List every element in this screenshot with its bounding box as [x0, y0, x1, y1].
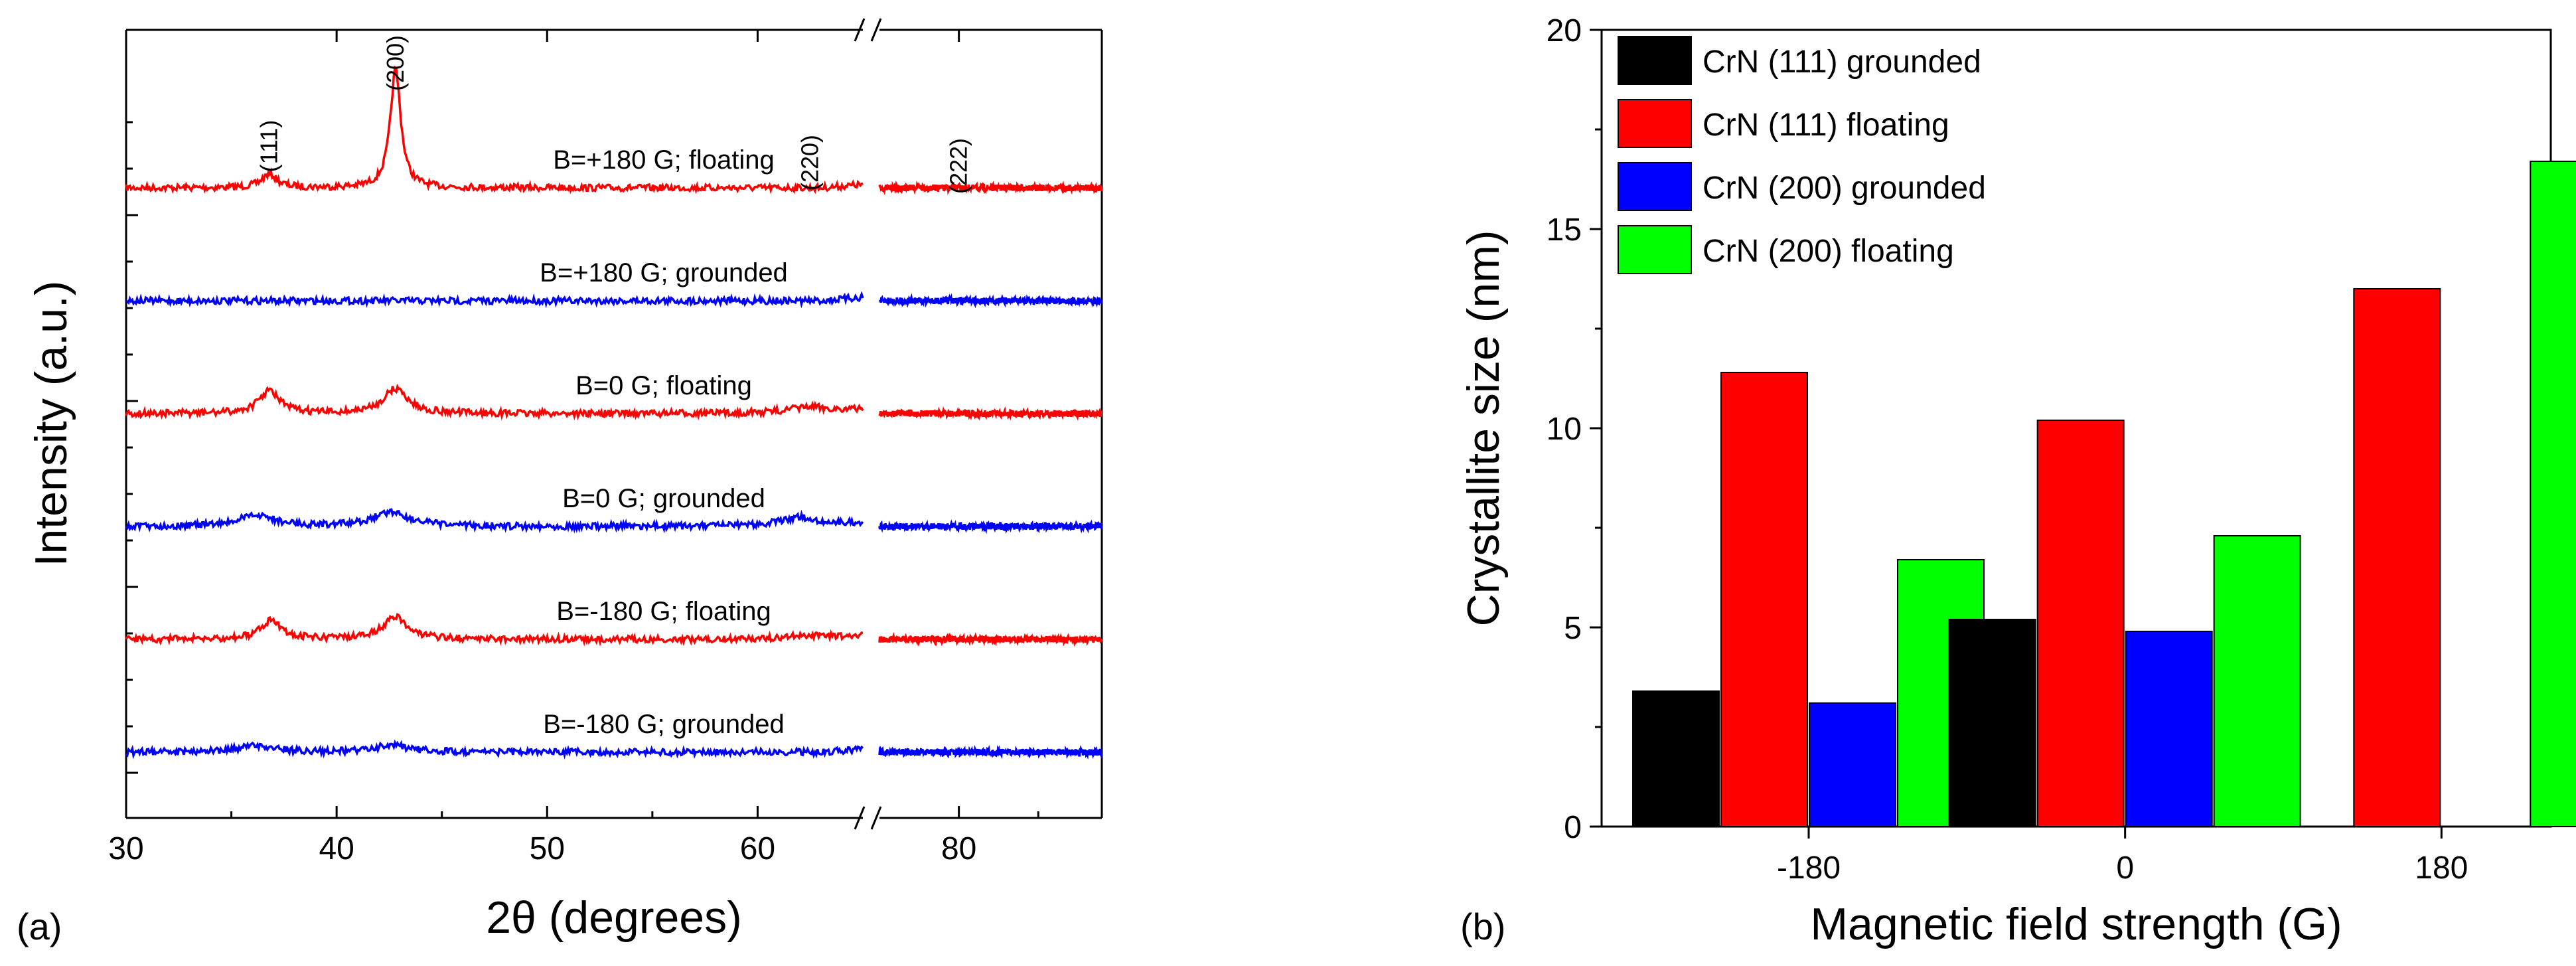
bar [2125, 631, 2213, 827]
xrd-trace-high-angle [878, 744, 1103, 760]
bar-y-tick-label: 0 [1564, 810, 1582, 845]
bar [1948, 619, 2036, 827]
legend-swatch [1618, 162, 1692, 211]
xrd-trace-main [125, 613, 864, 647]
bar-y-tick-label: 15 [1547, 212, 1582, 248]
legend-swatch [1618, 36, 1692, 85]
xrd-curve-label: B=+180 G; floating [553, 145, 775, 175]
bar-x-axis-label: Magnetic field strength (G) [1810, 899, 2342, 949]
xrd-curve-label: B=0 G; floating [575, 371, 752, 400]
xrd-panel: 30 40 50 60 80 (111) (200) (220) (222) B=+180 G… [17, 18, 1103, 947]
bar-x-tick-label: -180 [1777, 850, 1841, 886]
bar [2530, 161, 2576, 827]
xrd-axes [125, 18, 1103, 830]
xrd-trace-high-angle [878, 180, 1103, 196]
xrd-x-tick-label: 40 [319, 831, 354, 866]
bar-x-tick-label: 180 [2415, 850, 2468, 886]
bar-y-axis-label: Crystallite size (nm) [1458, 230, 1509, 627]
legend-swatch [1618, 225, 1692, 274]
legend-label: CrN (111) floating [1703, 108, 1949, 143]
xrd-x-tick-label: 50 [530, 831, 565, 866]
xrd-x-tick-label: 60 [740, 831, 775, 866]
bar [1809, 702, 1896, 827]
xrd-trace-high-angle [878, 406, 1103, 421]
bar-y-tick-label: 5 [1564, 611, 1582, 646]
xrd-y-ticks [126, 121, 138, 774]
xrd-trace-main [125, 65, 864, 195]
bar [2036, 420, 2125, 827]
xrd-curve-label: B=-180 G; floating [556, 597, 771, 626]
panel-a-tag: (a) [17, 906, 62, 947]
xrd-peak-label: (200) [382, 35, 409, 91]
xrd-trace-main [125, 383, 864, 421]
bar-series [1632, 161, 2576, 827]
xrd-trace-high-angle [878, 293, 1103, 309]
axis-break-top [854, 18, 882, 42]
xrd-peak-label: (222) [945, 138, 972, 194]
xrd-y-axis-label: Intensity (a.u.) [26, 281, 76, 567]
xrd-trace-main [125, 739, 864, 760]
legend-label: CrN (111) grounded [1703, 44, 1981, 80]
xrd-trace-high-angle [878, 631, 1103, 647]
legend-label: CrN (200) floating [1703, 234, 1954, 269]
xrd-traces [125, 65, 1103, 760]
xrd-peak-label: (220) [796, 135, 824, 191]
xrd-curve-labels: B=+180 G; floating B=+180 G; grounded B=0 … [540, 145, 788, 739]
xrd-curve-label: B=+180 G; grounded [540, 258, 788, 287]
xrd-trace-main [125, 508, 864, 534]
xrd-x-tick-label: 30 [108, 831, 143, 866]
xrd-trace-main [125, 291, 864, 309]
xrd-peak-label: (111) [256, 120, 283, 173]
xrd-x-tick-label: 80 [941, 831, 976, 866]
xrd-peak-labels: (111) (200) (220) (222) [256, 35, 972, 194]
bar-y-tick-label: 10 [1547, 412, 1582, 447]
xrd-x-ticks: 30 40 50 60 80 [108, 30, 1039, 866]
panel-b-tag: (b) [1460, 906, 1505, 947]
xrd-x-axis-label: 2θ (degrees) [486, 892, 742, 943]
xrd-trace-high-angle [878, 519, 1103, 534]
bar [1720, 372, 1808, 827]
bar-y-tick-label: 20 [1547, 13, 1582, 48]
legend-swatch [1618, 99, 1692, 148]
xrd-curve-label: B=-180 G; grounded [543, 710, 785, 739]
bar [2353, 288, 2441, 827]
bar-x-ticks: -180 0 180 [1777, 827, 2468, 886]
xrd-curve-label: B=0 G; grounded [562, 484, 765, 513]
bar [2213, 535, 2301, 827]
bar-y-ticks: 0 5 10 15 20 [1547, 13, 1602, 845]
legend-label: CrN (200) grounded [1703, 171, 1986, 206]
bar-x-tick-label: 0 [2116, 850, 2134, 886]
bar-legend: CrN (111) grounded CrN (111) floating CrN … [1618, 36, 1986, 274]
bar [1632, 690, 1720, 827]
axis-break-bottom [854, 806, 882, 830]
